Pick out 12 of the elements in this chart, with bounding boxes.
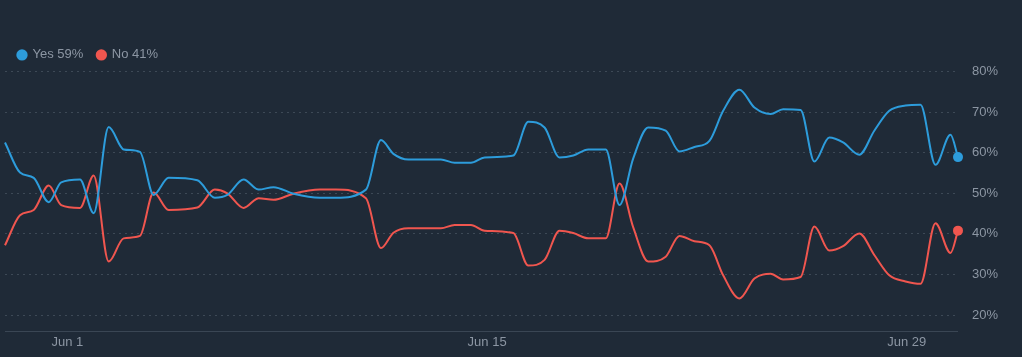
x-tick-label: Jun 1 (51, 333, 84, 349)
y-tick-label: 50% (971, 184, 999, 200)
y-tick-label: 80% (971, 62, 999, 78)
legend-label: No 41% (111, 46, 159, 62)
x-tick-label: Jun 29 (887, 333, 927, 349)
y-tick-label: 60% (971, 144, 999, 160)
x-tick-label: Jun 15 (467, 333, 507, 349)
legend-label: Yes 59% (32, 46, 84, 62)
y-tick-label: 40% (971, 225, 999, 241)
y-tick-label: 20% (971, 306, 999, 322)
y-tick-label: 30% (971, 266, 999, 282)
y-tick-label: 70% (971, 103, 999, 119)
